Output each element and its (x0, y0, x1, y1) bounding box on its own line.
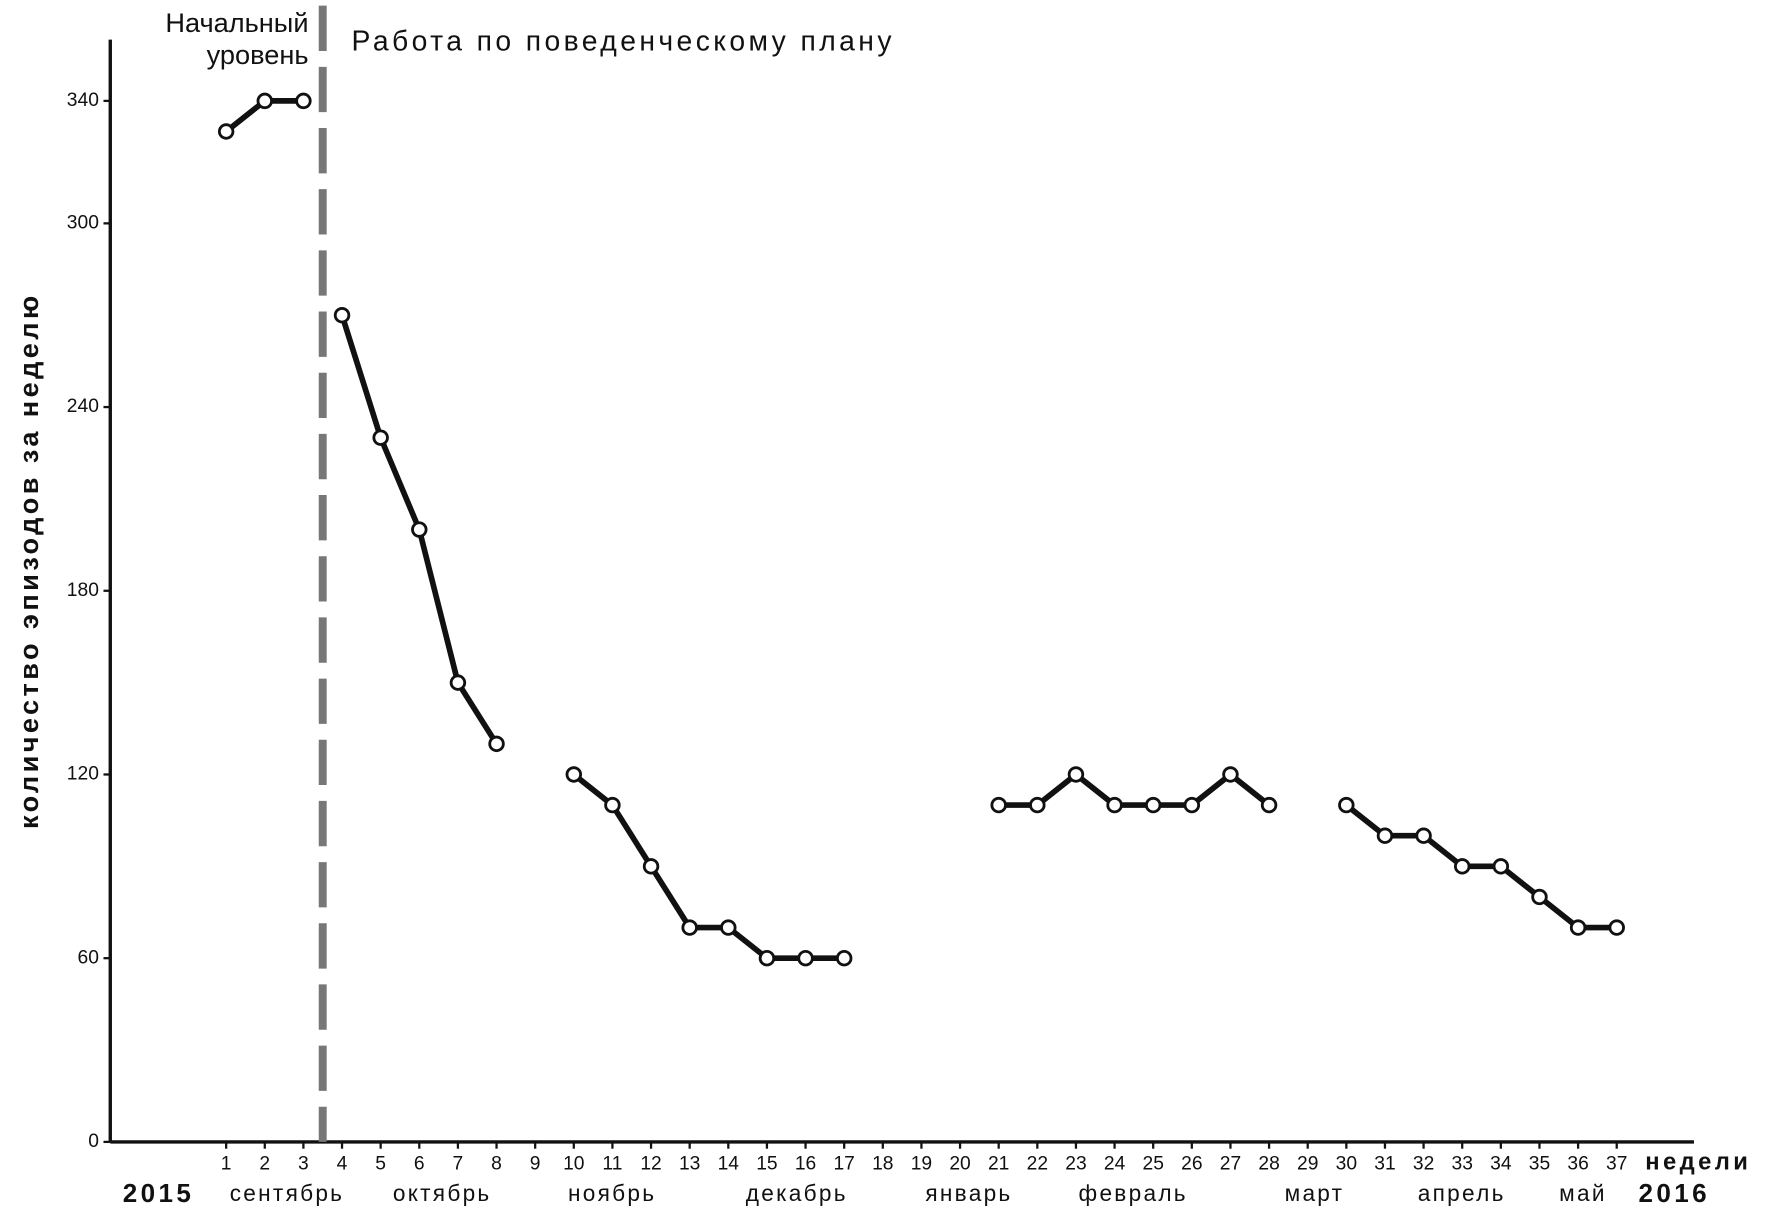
y-axis-label: количество эпизодов за неделю (13, 292, 44, 829)
x-tick-label: 1 (221, 1154, 232, 1175)
x-tick-label: 34 (1490, 1154, 1512, 1175)
series-line (998, 771, 1271, 808)
y-tick-label: 0 (88, 1131, 99, 1152)
x-tick-label: 21 (988, 1154, 1009, 1175)
x-tick-label: 16 (795, 1154, 816, 1175)
x-tick-label: 2 (259, 1154, 270, 1175)
data-point (1376, 827, 1394, 844)
month-label: ноябрь (568, 1180, 656, 1206)
data-point (604, 796, 621, 814)
data-point (488, 735, 505, 753)
month-label: апрель (1418, 1180, 1506, 1206)
x-tick-label: 33 (1452, 1154, 1473, 1175)
x-axis-label: недели (1645, 1149, 1751, 1176)
x-tick-label: 28 (1258, 1154, 1279, 1175)
data-point (1608, 919, 1625, 936)
series-line (1344, 802, 1617, 931)
x-tick-label: 8 (491, 1154, 502, 1175)
y-tick-label: 180 (67, 580, 99, 601)
data-point (1531, 888, 1548, 906)
data-point (990, 796, 1007, 814)
data-point (372, 429, 389, 446)
data-point (295, 92, 312, 110)
x-tick-label: 3 (298, 1154, 309, 1175)
data-point (1106, 796, 1123, 814)
y-tick-label: 240 (67, 396, 99, 417)
x-tick-label: 20 (949, 1154, 970, 1175)
x-tick-label: 26 (1181, 1154, 1202, 1175)
year-label: 2016 (1638, 1178, 1710, 1208)
data-point (1492, 858, 1510, 875)
month-label: декабрь (746, 1180, 848, 1206)
data-point (1338, 796, 1355, 814)
month-label: январь (925, 1180, 1012, 1206)
data-point (835, 949, 853, 967)
x-tick-label: 7 (453, 1154, 464, 1175)
year-label: 2015 (123, 1178, 195, 1208)
x-tick-label: 12 (640, 1154, 661, 1175)
x-tick-label: 24 (1104, 1154, 1126, 1175)
x-tick-label: 17 (833, 1154, 854, 1175)
data-point (1260, 796, 1278, 814)
x-tick-label: 35 (1529, 1154, 1550, 1175)
data-point (1569, 919, 1587, 936)
data-point (1415, 827, 1432, 844)
data-point (1222, 766, 1239, 783)
data-point (1144, 796, 1162, 814)
month-label: май (1559, 1180, 1607, 1206)
x-tick-label: 10 (563, 1154, 584, 1175)
y-tick-label: 60 (78, 947, 99, 968)
x-tick-label: 22 (1027, 1154, 1048, 1175)
phase-label: уровень (207, 39, 309, 70)
y-tick-label: 120 (67, 764, 99, 785)
x-tick-label: 23 (1065, 1154, 1086, 1175)
x-tick-label: 30 (1336, 1154, 1357, 1175)
phase-label: Начальный (165, 7, 308, 38)
data-point (1067, 766, 1085, 783)
data-point (1183, 796, 1201, 814)
data-point (333, 306, 351, 324)
x-tick-label: 29 (1297, 1154, 1318, 1175)
x-tick-label: 15 (756, 1154, 777, 1175)
data-point (411, 521, 428, 538)
x-tick-label: 13 (679, 1154, 700, 1175)
x-tick-label: 27 (1220, 1154, 1241, 1175)
data-point (565, 766, 583, 783)
data-point (681, 919, 698, 936)
x-tick-label: 11 (602, 1154, 622, 1175)
month-label: февраль (1079, 1180, 1188, 1206)
y-tick-label: 300 (67, 212, 99, 233)
x-tick-label: 37 (1606, 1154, 1627, 1175)
x-tick-label: 5 (375, 1154, 386, 1175)
data-point (720, 919, 737, 936)
x-tick-label: 36 (1567, 1154, 1588, 1175)
chart-title: Работа по поведенческому плану (352, 26, 895, 58)
data-point (217, 123, 235, 140)
data-point (1454, 858, 1471, 875)
month-label: октябрь (393, 1180, 492, 1206)
data-point (797, 949, 814, 967)
month-label: март (1285, 1180, 1345, 1206)
x-tick-label: 9 (530, 1154, 541, 1175)
x-tick-label: 14 (718, 1154, 740, 1175)
data-point (449, 674, 467, 691)
x-tick-label: 32 (1413, 1154, 1434, 1175)
data-point (758, 949, 776, 967)
x-tick-label: 25 (1142, 1154, 1163, 1175)
data-point (642, 858, 660, 875)
x-tick-label: 6 (414, 1154, 425, 1175)
x-tick-label: 4 (337, 1154, 348, 1175)
x-tick-label: 18 (872, 1154, 893, 1175)
x-tick-label: 31 (1374, 1154, 1395, 1175)
y-tick-label: 340 (67, 90, 99, 111)
x-tick-label: 19 (911, 1154, 932, 1175)
data-point (1029, 796, 1046, 814)
data-point (256, 92, 273, 110)
month-label: сентябрь (230, 1180, 345, 1206)
